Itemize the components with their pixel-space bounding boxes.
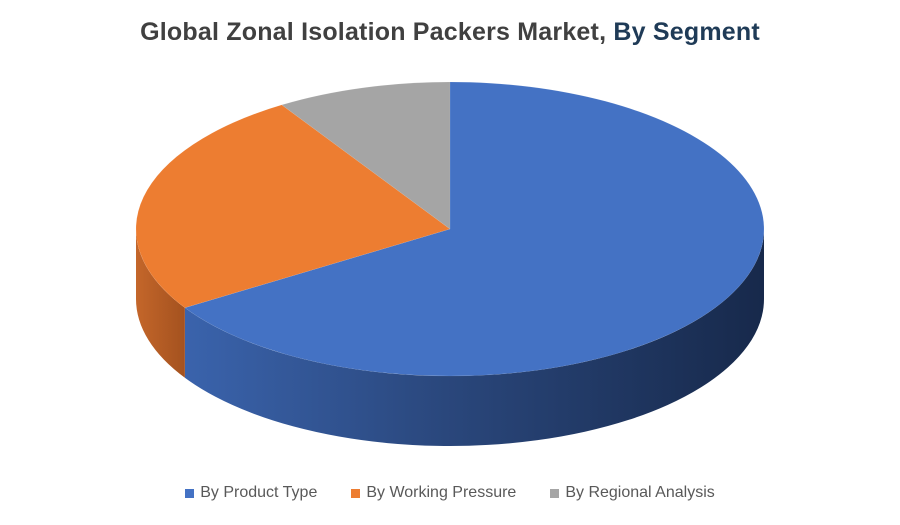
legend-item-product-type: By Product Type [185, 484, 317, 502]
chart-title: Global Zonal Isolation Packers Market, B… [0, 18, 900, 47]
pie-side-working-pressure [136, 229, 185, 378]
chart-title-separator: , [599, 18, 614, 46]
pie-slice-product-type [184, 81, 765, 377]
chart-title-emphasis: By Segment [613, 18, 760, 46]
chart-title-main: Global Zonal Isolation Packers Market [140, 18, 600, 46]
legend: By Product Type By Working Pressure By R… [0, 484, 900, 502]
legend-item-working-pressure: By Working Pressure [351, 484, 516, 502]
pie-slice-working-pressure [135, 104, 451, 309]
legend-label-product-type: By Product Type [200, 484, 318, 501]
legend-swatch-working-pressure [351, 488, 361, 498]
legend-swatch-regional-analysis [550, 488, 560, 498]
legend-item-regional-analysis: By Regional Analysis [550, 484, 715, 502]
legend-label-working-pressure: By Working Pressure [366, 484, 517, 501]
pie-slice-regional-analysis [281, 81, 451, 230]
pie-tops [135, 81, 765, 377]
legend-label-regional-analysis: By Regional Analysis [565, 484, 715, 501]
pie-sides [136, 229, 764, 447]
legend-swatch-product-type [185, 488, 195, 498]
pie-side-product-type [184, 229, 764, 447]
